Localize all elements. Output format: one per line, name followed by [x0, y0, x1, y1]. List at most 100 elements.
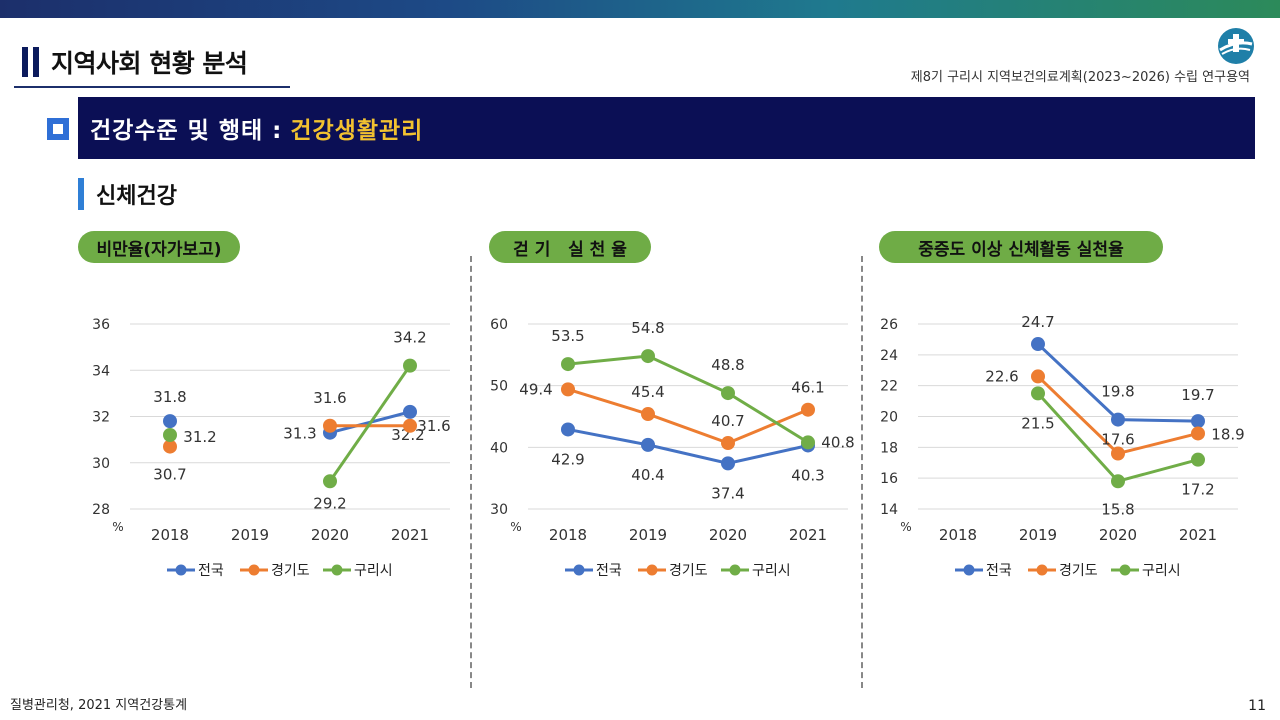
- point-guri-2019: [1031, 386, 1045, 401]
- banner-text: 건강수준 및 행태 :: [90, 118, 283, 144]
- data-label-gyeonggi-2019: 22.6: [985, 367, 1018, 385]
- point-guri-2018: [561, 357, 575, 372]
- data-label-nation-2021: 32.2: [391, 426, 424, 444]
- data-label-nation-2020: 37.4: [711, 484, 744, 502]
- data-label-guri-2020: 48.8: [711, 356, 744, 374]
- x-tick-label-2021: 2021: [1179, 526, 1217, 544]
- chart-activity: 14 16 18 20 22 24 26% 2018 2019 2020 2021 24.7 19.8 1…: [880, 313, 1245, 579]
- x-tick-label-2018: 2018: [939, 526, 977, 544]
- sub-title: 신체건강: [96, 184, 177, 209]
- data-label-nation-2020: 31.3: [283, 425, 316, 443]
- point-gyeonggi-2021: [403, 418, 417, 433]
- data-label-gyeonggi-2019: 45.4: [631, 383, 664, 401]
- y-tick-label: 14: [880, 502, 898, 518]
- y-unit-label: %: [900, 520, 911, 534]
- legend-label-guri: 구리시: [752, 563, 791, 579]
- legend-marker-guri: [729, 564, 741, 576]
- legend-marker-guri: [331, 564, 343, 576]
- data-label-nation-2019: 24.7: [1021, 313, 1054, 331]
- x-tick-label-2019: 2019: [1019, 526, 1057, 544]
- banner-highlight: 건강생활관리: [290, 118, 424, 144]
- legend-marker-gyeonggi: [248, 564, 260, 576]
- point-gyeonggi-2021: [801, 402, 815, 417]
- chart-walking: 30 40 50 60% 2018 2019 2020 2021 42.9 40.4 37.4 40.…: [490, 317, 855, 579]
- data-label-guri-2019: 54.8: [631, 319, 664, 337]
- divider-left: [470, 256, 472, 688]
- point-gyeonggi-2020: [721, 436, 735, 451]
- series-line-guri: [567, 354, 809, 444]
- data-label-guri-2021: 17.2: [1181, 481, 1214, 499]
- legend-label-guri: 구리시: [354, 563, 393, 579]
- city-logo-icon: [1218, 28, 1254, 64]
- point-gyeonggi-2018: [163, 439, 177, 454]
- data-label-nation-2019: 40.4: [631, 466, 664, 484]
- point-guri-2021: [403, 358, 417, 373]
- x-tick-label-2019: 2019: [231, 526, 269, 544]
- point-gyeonggi-2021: [1191, 426, 1205, 441]
- data-label-nation-2021: 40.3: [791, 466, 824, 484]
- legend-label-gyeonggi: 경기도: [271, 563, 310, 579]
- x-tick-label-2021: 2021: [391, 526, 429, 544]
- point-nation-2021: [1191, 414, 1205, 429]
- legend-label-nation: 전국: [596, 563, 622, 579]
- y-tick-label: 32: [92, 410, 110, 426]
- chart-title-walking: 걷 기 실 천 율: [489, 231, 651, 263]
- point-nation-2019: [1031, 337, 1045, 352]
- title-underline: [14, 86, 290, 88]
- y-tick-label: 22: [880, 379, 898, 395]
- data-label-gyeonggi-2018: 30.7: [153, 466, 186, 484]
- series-line-gyeonggi: [567, 387, 809, 445]
- point-gyeonggi-2019: [1031, 369, 1045, 384]
- series-line-nation: [567, 427, 809, 465]
- point-nation-2021: [403, 404, 417, 419]
- x-tick-label-2018: 2018: [151, 526, 189, 544]
- legend-label-guri: 구리시: [1142, 563, 1181, 579]
- y-tick-label: 34: [92, 363, 110, 379]
- point-guri-2019: [641, 349, 655, 364]
- y-tick-label: 20: [880, 410, 898, 426]
- data-label-guri-2020: 29.2: [313, 494, 346, 512]
- title-bars-icon: [22, 47, 39, 77]
- data-label-gyeonggi-2021: 46.1: [791, 379, 824, 397]
- legend-label-nation: 전국: [198, 563, 224, 579]
- point-guri-2020: [1111, 474, 1125, 489]
- legend-label-nation: 전국: [986, 563, 1012, 579]
- y-tick-label: 60: [490, 317, 508, 333]
- data-label-nation-2018: 31.8: [153, 388, 186, 406]
- data-label-gyeonggi-2020: 17.6: [1101, 431, 1134, 449]
- data-label-nation-2018: 42.9: [551, 450, 584, 468]
- x-tick-label-2020: 2020: [709, 526, 747, 544]
- subtitle-marker: [78, 178, 84, 210]
- section-title: 지역사회 현황 분석: [22, 44, 248, 80]
- point-nation-2018: [163, 414, 177, 429]
- point-guri-2018: [163, 428, 177, 442]
- point-guri-2020: [323, 474, 337, 489]
- y-unit-label: %: [112, 520, 123, 534]
- chart-title-obesity: 비만율(자가보고): [78, 231, 240, 263]
- y-tick-label: 30: [92, 456, 110, 472]
- point-gyeonggi-2020: [323, 418, 337, 433]
- y-tick-label: 24: [880, 348, 898, 364]
- legend-marker-guri: [1119, 564, 1131, 576]
- banner-square-icon: [47, 118, 69, 140]
- y-tick-label: 26: [880, 317, 898, 333]
- data-label-guri-2021: 40.8: [821, 433, 854, 451]
- series-line-guri: [328, 364, 412, 483]
- data-label-gyeonggi-2021: 31.6: [417, 417, 450, 435]
- y-tick-label: 30: [490, 502, 508, 518]
- point-guri-2021: [801, 435, 815, 450]
- legend-marker-nation: [573, 564, 585, 576]
- point-nation-2020: [1111, 412, 1125, 427]
- legend-marker-nation: [963, 564, 975, 576]
- y-tick-label: 16: [880, 471, 898, 487]
- point-guri-2020: [721, 386, 735, 401]
- x-tick-label-2020: 2020: [311, 526, 349, 544]
- y-tick-label: 50: [490, 379, 508, 395]
- data-label-gyeonggi-2018: 49.4: [519, 380, 552, 398]
- point-guri-2021: [1191, 452, 1205, 467]
- data-label-gyeonggi-2021: 18.9: [1211, 425, 1244, 443]
- legend-marker-nation: [175, 564, 187, 576]
- x-tick-label-2020: 2020: [1099, 526, 1137, 544]
- point-nation-2018: [561, 422, 575, 437]
